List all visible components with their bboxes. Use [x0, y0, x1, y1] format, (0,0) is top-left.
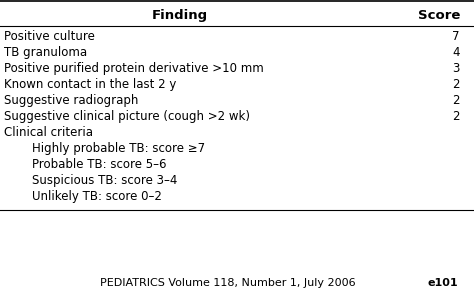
- Text: Score: Score: [418, 9, 460, 22]
- Text: 2: 2: [453, 94, 460, 107]
- Text: Known contact in the last 2 y: Known contact in the last 2 y: [4, 78, 176, 91]
- Text: Unlikely TB: score 0–2: Unlikely TB: score 0–2: [32, 190, 162, 203]
- Text: TB granuloma: TB granuloma: [4, 46, 87, 59]
- Text: Clinical criteria: Clinical criteria: [4, 126, 93, 139]
- Text: 2: 2: [453, 78, 460, 91]
- Text: 2: 2: [453, 110, 460, 123]
- Text: Positive culture: Positive culture: [4, 30, 95, 43]
- Text: 4: 4: [453, 46, 460, 59]
- Text: 3: 3: [453, 62, 460, 75]
- Text: 7: 7: [453, 30, 460, 43]
- Text: Probable TB: score 5–6: Probable TB: score 5–6: [32, 158, 166, 171]
- Text: Suggestive radiograph: Suggestive radiograph: [4, 94, 138, 107]
- Text: Finding: Finding: [152, 9, 208, 22]
- Text: PEDIATRICS Volume 118, Number 1, July 2006: PEDIATRICS Volume 118, Number 1, July 20…: [100, 278, 356, 288]
- Text: e101: e101: [428, 278, 458, 288]
- Text: Highly probable TB: score ≥7: Highly probable TB: score ≥7: [32, 142, 205, 155]
- Text: Positive purified protein derivative >10 mm: Positive purified protein derivative >10…: [4, 62, 264, 75]
- Text: Suspicious TB: score 3–4: Suspicious TB: score 3–4: [32, 174, 177, 187]
- Text: Suggestive clinical picture (cough >2 wk): Suggestive clinical picture (cough >2 wk…: [4, 110, 250, 123]
